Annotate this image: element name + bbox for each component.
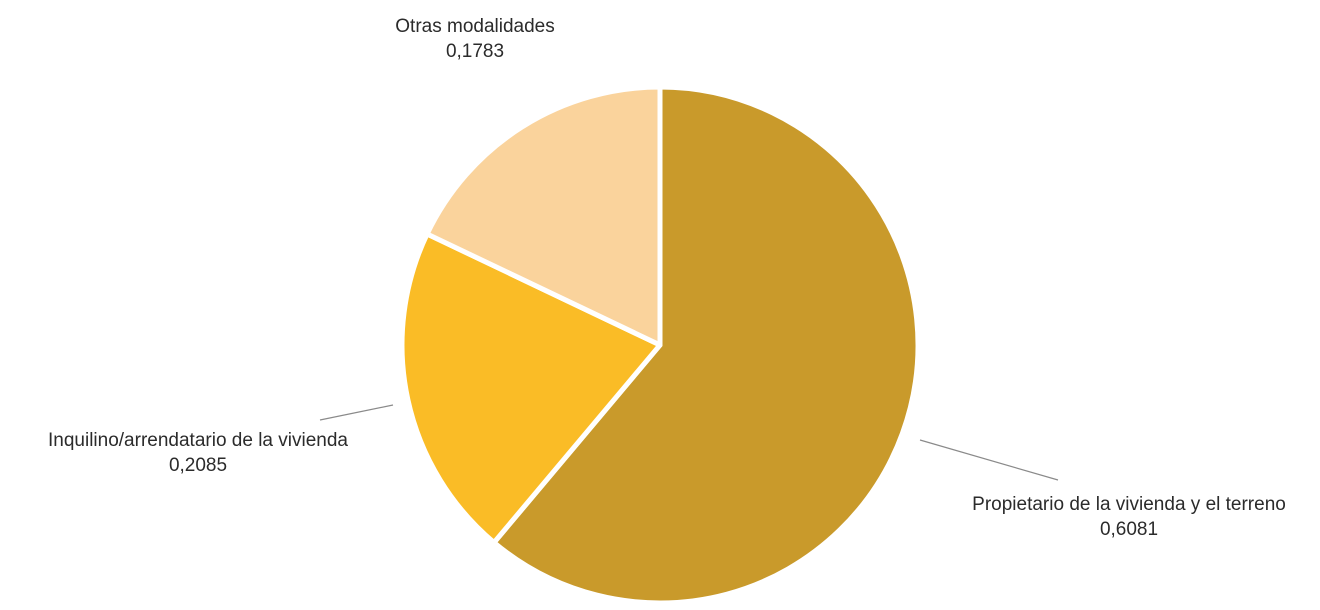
pie-slice-propietario — [491, 84, 921, 606]
slice-label-otras-value: 0,1783 — [446, 41, 504, 62]
slice-label-propietario-value: 0,6081 — [1100, 519, 1158, 540]
slice-label-propietario-name: Propietario de la vivienda y el terreno — [972, 494, 1286, 515]
slice-label-inquilino-value: 0,2085 — [169, 455, 227, 476]
slice-label-inquilino-name: Inquilino/arrendatario de la vivienda — [48, 430, 348, 451]
leader-line-inquilino — [319, 404, 394, 421]
pie-slice-inquilino — [399, 231, 663, 546]
pie-slice-otras — [424, 84, 663, 348]
slice-labels: Otras modalidades 0,1783 Inquilino/arren… — [48, 16, 1286, 540]
leader-line-propietario — [919, 439, 1059, 481]
pie-slices — [399, 84, 921, 606]
leader-lines — [319, 404, 1059, 481]
slice-label-otras-name: Otras modalidades — [395, 16, 554, 37]
